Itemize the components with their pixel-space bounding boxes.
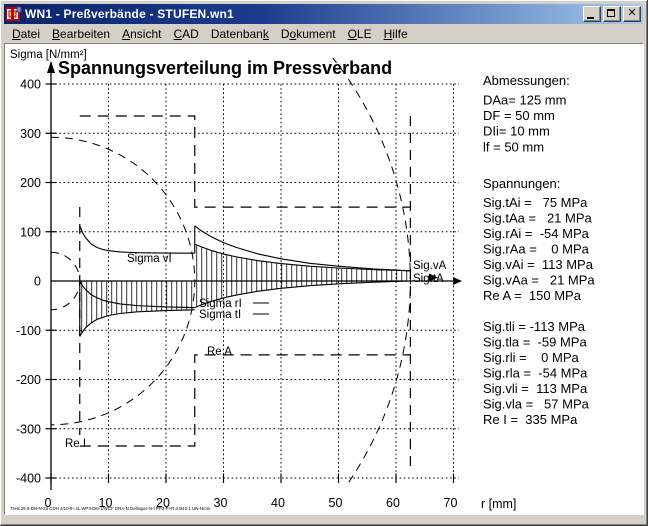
curve-sig-va (194, 225, 411, 272)
maximize-button[interactable] (603, 6, 621, 22)
menu-item-dokument[interactable]: Dokument (280, 26, 336, 41)
x-tick-label: 30 (214, 496, 228, 510)
menu-item-datei[interactable]: Datei (12, 26, 41, 41)
panel-spannungen-outer-line: Sig.tAa = 21 MPa (483, 211, 593, 226)
re-limit-lower (79, 354, 411, 447)
y-tick-label: 400 (20, 78, 41, 92)
panel-abmessungen-line: lf = 50 mm (483, 139, 544, 154)
curve-sig-ra (194, 280, 411, 309)
curve-label-re-i: Re I (65, 438, 86, 450)
re-limit-upper (79, 115, 411, 208)
status-bar-text: 7N-8.29.0-DN-N-24 CDH 4/10-9--JL.WP3-DN-… (10, 506, 211, 511)
curve-label-sigma-vi: Sigma vI (127, 253, 172, 265)
sig-ta-arrow (429, 273, 438, 282)
menu-item-hilfe[interactable]: Hilfe (383, 26, 408, 41)
panel-heading-spannungen: Spannungen: (483, 176, 560, 191)
curve-label-re-a: Re A (207, 346, 232, 358)
curve-label-sig-va: Sig.vA (413, 260, 447, 272)
y-tick-label: -400 (16, 472, 41, 486)
x-tick-label: 0 (45, 496, 52, 510)
menu-item-cad[interactable]: CAD (173, 26, 199, 41)
x-axis-arrow (453, 277, 462, 285)
menu-item-datenbank[interactable]: Datenbank (210, 26, 269, 41)
panel-abmessungen-line: DAa= 125 mm (483, 93, 566, 108)
window-title: WN1 - Preßverbände - STUFEN.wn1 (25, 7, 234, 21)
maximize-icon (607, 9, 615, 17)
menu-bar: Datei Bearbeiten Ansicht CAD Datenbank Dokume… (4, 24, 643, 43)
panel-spannungen-outer-line: Sig.rAa = 0 MPa (483, 242, 590, 257)
curve-sigma-ti (79, 309, 195, 337)
curve-label-sigma-ri: Sigma rI (199, 298, 242, 310)
x-tick-label: 70 (444, 496, 458, 510)
close-button[interactable]: ✕ (623, 6, 641, 22)
y-tick-label: -300 (16, 422, 41, 436)
minimize-icon (587, 17, 594, 19)
y-tick-label: -100 (16, 324, 41, 338)
curve-label-sig-ta: Sig.tA (413, 273, 444, 285)
panel-spannungen-inner-line: Sig.rli = 0 MPa (483, 350, 579, 365)
curve-sigma-ri (79, 280, 195, 309)
panel-spannungen-inner-line: Sig.vla = 57 MPa (483, 397, 590, 412)
panel-spannungen-outer-line: Sig.tAi = 75 MPa (483, 195, 588, 210)
chart-canvas: 400 300 200 100 0 -100 -200 -300 -400 0 10 20 30 40 50… (10, 49, 595, 511)
y-axis-arrow (47, 61, 55, 73)
y-tick-label: 300 (20, 127, 41, 141)
x-tick-label: 60 (386, 496, 400, 510)
panel-spannungen-outer-line: Sig.vAa = 21 MPa (483, 273, 595, 288)
chart-title: Spannungsverteilung im Pressverband (58, 58, 392, 78)
x-tick-label: 20 (156, 496, 170, 510)
curve-sigma-vi (79, 225, 195, 254)
panel-abmessungen-line: DF = 50 mm (483, 108, 555, 123)
y-tick-label: 200 (20, 176, 41, 190)
curve-label-sigma-ti: Sigma tI (199, 309, 241, 321)
x-tick-label: 50 (329, 496, 343, 510)
panel-spannungen-outer-line: Sig.vAi = 113 MPa (483, 257, 594, 272)
y-tick-label: -200 (16, 373, 41, 387)
panel-spannungen-outer-line: Re A = 150 MPa (483, 288, 582, 303)
title-bar: WN1 - Preßverbände - STUFEN.wn1 ✕ (4, 4, 643, 24)
curve-sig-ta (194, 243, 411, 272)
panel-spannungen-inner-line: Sig.rla = -54 MPa (483, 366, 588, 381)
y-tick-label: 100 (20, 225, 41, 239)
panel-spannungen-inner-line: Sig.tla = -59 MPa (483, 335, 587, 350)
minimize-button[interactable] (583, 6, 601, 22)
panel-spannungen-inner-line: Re I = 335 MPa (483, 412, 578, 427)
panel-spannungen-outer-line: Sig.rAi = -54 MPa (483, 226, 590, 241)
x-axis-label: r [mm] (481, 497, 516, 511)
panel-abmessungen-line: DIi= 10 mm (483, 124, 550, 139)
document-area: 400 300 200 100 0 -100 -200 -300 -400 0 10 20 30 40 50… (4, 43, 644, 515)
x-tick-label: 40 (271, 496, 285, 510)
panel-spannungen-inner-line: Sig.vli = 113 MPa (483, 381, 588, 396)
close-icon: ✕ (627, 6, 637, 19)
menu-item-ansicht[interactable]: Ansicht (122, 26, 162, 41)
panel-heading-abmessungen: Abmessungen: (483, 73, 570, 88)
panel-spannungen-inner-line: Sig.tli = -113 MPa (483, 319, 586, 334)
menu-item-bearbeiten[interactable]: Bearbeiten (52, 26, 111, 41)
y-tick-label: 0 (34, 275, 41, 289)
app-icon (6, 6, 22, 22)
x-tick-label: 10 (99, 496, 113, 510)
y-axis-label: Sigma [N/mm²] (10, 49, 87, 61)
menu-item-ole[interactable]: OLE (347, 26, 372, 41)
